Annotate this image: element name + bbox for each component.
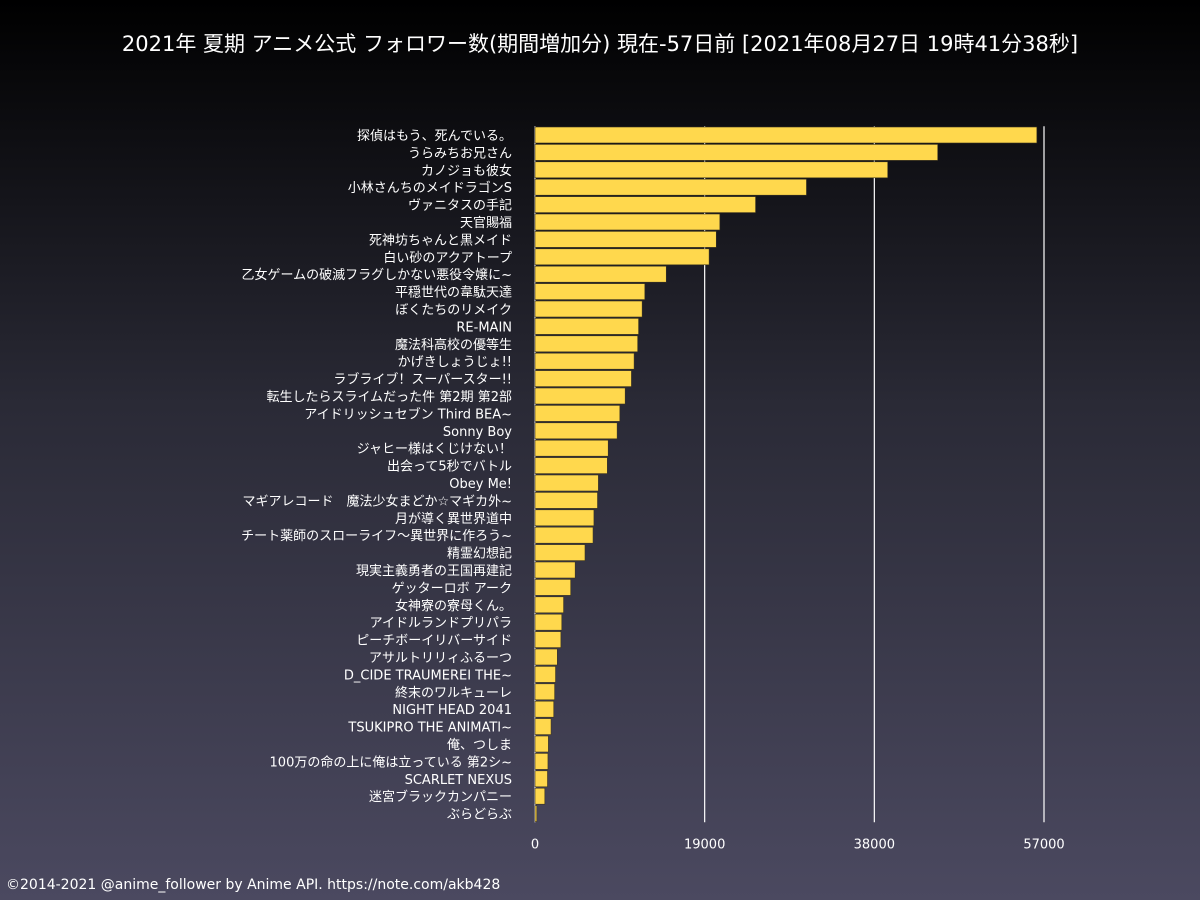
bar bbox=[534, 283, 646, 300]
bar bbox=[534, 457, 608, 474]
footer-credit: ©2014-2021 @anime_follower by Anime API.… bbox=[6, 877, 501, 893]
category-label: うらみちお兄さん bbox=[408, 146, 512, 161]
category-label: 白い砂のアクアトープ bbox=[383, 250, 512, 266]
category-label: かげきしょうじょ!! bbox=[398, 355, 512, 370]
category-label: アイドルランドプリパラ bbox=[370, 616, 512, 631]
bar bbox=[534, 544, 586, 561]
category-label: TSUKIPRO THE ANIMATI~ bbox=[347, 721, 512, 736]
bar bbox=[534, 231, 717, 248]
bar bbox=[534, 683, 555, 701]
bar-layer bbox=[534, 126, 1038, 822]
bar bbox=[534, 596, 564, 614]
bar bbox=[534, 648, 558, 666]
x-tick-label: 0 bbox=[531, 837, 539, 852]
category-label: ジャヒー様はくじけない！ bbox=[357, 442, 512, 457]
category-label: 死神坊ちゃんと黒メイド bbox=[369, 233, 512, 248]
bar bbox=[534, 318, 639, 335]
bar bbox=[534, 805, 538, 822]
bar bbox=[534, 579, 572, 596]
grid-layer bbox=[534, 126, 1045, 823]
bar bbox=[534, 405, 621, 422]
tick-label-layer: 0 19000 38000 57000 bbox=[531, 837, 1065, 852]
x-tick-label: 38000 bbox=[854, 837, 895, 852]
bar bbox=[534, 300, 643, 318]
category-label: 月が導く異世界道中 bbox=[395, 512, 512, 527]
bar bbox=[534, 613, 563, 631]
bar bbox=[534, 700, 555, 718]
x-tick-label: 57000 bbox=[1023, 837, 1064, 852]
category-label: 迷宮ブラックカンパニー bbox=[369, 789, 512, 805]
category-label-layer: 探偵はもう、死んでいる。うらみちお兄さんカノジョも彼女小林さんちのメイドラゴンS… bbox=[241, 129, 512, 823]
bar bbox=[534, 335, 638, 353]
category-label: 100万の命の上に俺は立っている 第2シ~ bbox=[270, 754, 512, 770]
category-label: 転生したらスライムだった件 第2期 第2部 bbox=[266, 390, 512, 405]
category-label: SCARLET NEXUS bbox=[405, 773, 512, 788]
bar bbox=[534, 370, 632, 387]
bar bbox=[534, 770, 548, 788]
category-label: チート薬師のスローライフ〜異世界に作ろう~ bbox=[241, 529, 512, 544]
category-label: Sonny Boy bbox=[443, 425, 512, 440]
bar bbox=[534, 526, 594, 544]
bar bbox=[534, 753, 549, 770]
category-label: Obey Me! bbox=[449, 477, 512, 492]
bar bbox=[534, 735, 549, 753]
category-label: アサルトリリィふるーつ bbox=[369, 651, 512, 666]
category-label: ぼくたちのリメイク bbox=[395, 303, 512, 318]
category-label: 小林さんちのメイドラゴンS bbox=[348, 180, 512, 196]
x-tick-label: 19000 bbox=[684, 837, 725, 852]
category-label: 乙女ゲームの破滅フラグしかない悪役令嬢に~ bbox=[241, 267, 512, 283]
category-label: 魔法科高校の優等生 bbox=[395, 337, 512, 353]
category-label: RE-MAIN bbox=[456, 320, 512, 335]
bar bbox=[534, 126, 1038, 144]
bar bbox=[534, 144, 939, 161]
category-label: 探偵はもう、死んでいる。 bbox=[357, 129, 512, 144]
category-label: 精霊幻想記 bbox=[447, 546, 512, 562]
bar bbox=[534, 178, 807, 196]
bar bbox=[534, 161, 889, 179]
category-label: ゲッターロボ アーク bbox=[392, 581, 512, 596]
bar bbox=[534, 196, 756, 213]
bar bbox=[534, 439, 609, 457]
bar bbox=[534, 787, 546, 805]
category-label: ラブライブ！スーパースター!! bbox=[333, 372, 512, 388]
bar bbox=[534, 492, 598, 509]
bar bbox=[534, 474, 599, 492]
bar bbox=[534, 718, 552, 735]
category-label: D_CIDE TRAUMEREI THE~ bbox=[344, 668, 512, 683]
bar bbox=[534, 352, 635, 370]
category-label: 天官賜福 bbox=[460, 215, 512, 231]
chart-title: 2021年 夏期 アニメ公式 フォロワー数(期間増加分) 現在-57日前 [20… bbox=[121, 32, 1079, 56]
bar bbox=[534, 213, 721, 231]
category-label: 平穏世代の韋駄天達 bbox=[395, 286, 512, 301]
category-label: アイドリッシュセブン Third BEA~ bbox=[304, 406, 512, 422]
category-label: ピーチボーイリバーサイド bbox=[356, 634, 512, 649]
bar bbox=[534, 631, 562, 648]
bar bbox=[534, 666, 556, 683]
bar bbox=[534, 248, 710, 266]
category-label: 現実主義勇者の王国再建記 bbox=[356, 563, 512, 579]
bar bbox=[534, 422, 618, 440]
category-label: NIGHT HEAD 2041 bbox=[392, 703, 512, 718]
category-label: マギアレコード 魔法少女まどか☆マギカ外~ bbox=[242, 493, 512, 509]
category-label: 出会って5秒でバトル bbox=[387, 460, 512, 475]
bar bbox=[534, 387, 626, 405]
category-label: カノジョも彼女 bbox=[421, 163, 512, 179]
category-label: ぶらどらぶ bbox=[447, 808, 512, 823]
bar bbox=[534, 509, 595, 527]
category-label: 終末のワルキューレ bbox=[395, 685, 512, 701]
category-label: 俺、つしま bbox=[447, 738, 512, 753]
bar bbox=[534, 265, 667, 283]
bar bbox=[534, 561, 576, 579]
category-label: 女神寮の寮母くん。 bbox=[395, 598, 512, 614]
category-label: ヴァニタスの手記 bbox=[408, 198, 512, 214]
